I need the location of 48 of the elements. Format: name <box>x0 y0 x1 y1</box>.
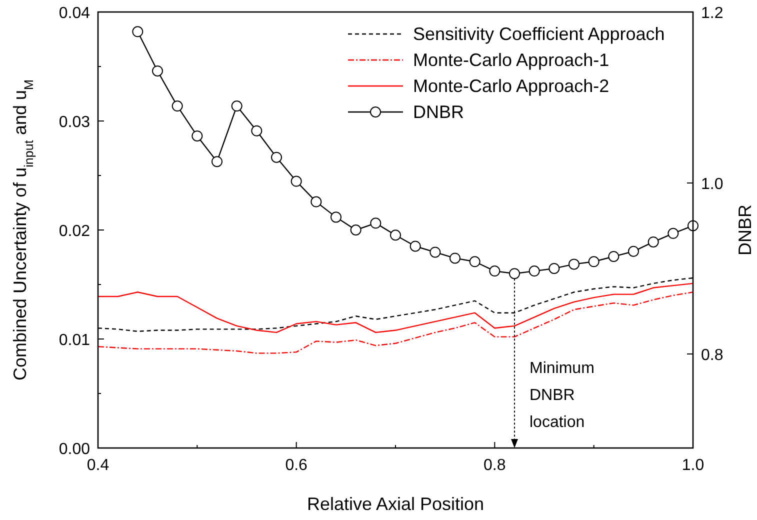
point <box>152 65 163 76</box>
point <box>310 196 322 208</box>
point <box>608 251 620 262</box>
point <box>390 230 401 241</box>
x-tick-label: 1.0 <box>682 457 704 474</box>
point <box>231 100 242 112</box>
point <box>251 125 262 136</box>
legend-label: Monte-Carlo Approach-2 <box>413 76 610 96</box>
point <box>370 218 382 229</box>
point <box>330 212 342 223</box>
point <box>212 156 222 168</box>
point <box>528 266 540 277</box>
x-axis-title: Relative Axial Position <box>306 494 484 514</box>
point <box>628 246 639 257</box>
line-series <box>97 292 694 354</box>
point <box>588 256 600 268</box>
y-tick-label: 0.02 <box>58 223 90 240</box>
y2-tick-label: 1.2 <box>701 5 724 22</box>
point <box>430 246 441 258</box>
point <box>350 224 362 236</box>
point <box>668 228 679 239</box>
point <box>548 262 560 274</box>
point <box>132 26 144 38</box>
y-tick-label: 0.01 <box>58 332 90 349</box>
legend-label: DNBR <box>413 102 464 122</box>
legend-label: Sensitivity Coefficient Approach <box>413 24 665 44</box>
point <box>172 100 183 112</box>
point <box>648 236 659 248</box>
legend-label: Monte-Carlo Approach-1 <box>413 50 610 70</box>
x-tick-label: 0.4 <box>86 457 110 474</box>
point <box>489 266 500 277</box>
y2-tick-label: 0.8 <box>701 346 724 364</box>
point <box>469 256 480 268</box>
point <box>271 152 282 163</box>
y2-axis-title: DNBR <box>735 204 755 256</box>
point <box>568 258 580 270</box>
y2-tick-label: 1.0 <box>701 176 724 193</box>
y-tick-label: 0.00 <box>58 441 90 458</box>
ref-line-label: Minimum DNBR location <box>530 360 594 431</box>
point <box>410 240 421 252</box>
point <box>192 130 203 142</box>
x-tick-label: 0.8 <box>484 457 506 474</box>
x-tick-label: 0.6 <box>285 457 308 474</box>
point <box>509 268 520 280</box>
y-tick-label: 0.03 <box>58 114 90 131</box>
y-tick-label: 0.04 <box>58 5 90 22</box>
point <box>290 176 302 187</box>
point <box>450 252 460 264</box>
